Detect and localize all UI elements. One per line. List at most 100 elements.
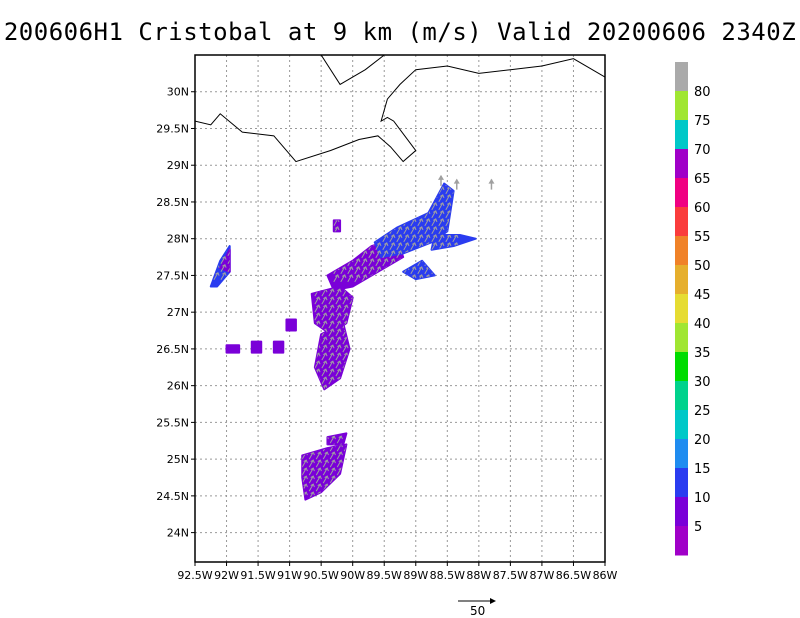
colorbar-label: 45 [694,288,711,303]
wind-vector [368,202,375,211]
wind-vector [389,266,396,275]
wind-vector [396,266,403,275]
wind-vector [301,459,308,468]
wind-vector [417,250,424,259]
wind-vector [301,467,308,476]
wind-vector [343,475,350,484]
wind-vector [220,271,227,280]
colorbar-segment [675,352,688,382]
wind-vector [328,368,335,377]
wind-vector [382,194,389,203]
wind-vector [396,194,403,203]
lon-tick-label: 91.5W [240,569,275,582]
wind-vector-layer [213,174,495,500]
coastline [320,55,385,86]
wind-vector [321,296,328,305]
wind-vector [368,226,375,235]
wind-vector [343,483,350,492]
wind-vector [396,183,403,187]
wind-vector [347,210,354,219]
wind-vector [424,250,431,259]
wind-vector-isolated-head [488,178,495,184]
wind-vector [389,186,396,195]
wind-vector [322,467,329,476]
wind-vector [403,186,410,195]
wind-vector [315,459,322,468]
lon-tick-label: 89W [403,569,428,582]
wind-vector [361,266,368,275]
lon-tick-label: 89.5W [367,569,402,582]
wind-vector [342,376,349,385]
map-title: 200606H1 Cristobal at 9 km (m/s) Valid 2… [3,18,797,46]
wind-vector [333,250,340,259]
colorbar-segment [675,468,688,498]
wind-vector [321,352,328,361]
wind-vector [314,312,321,321]
wind-vector [335,384,342,393]
wind-vector [328,376,335,385]
wind-vector [328,296,335,305]
wind-vector [213,247,220,256]
wind-vector [452,274,459,283]
wind-vector [431,226,438,235]
colorbar-label: 40 [694,317,711,332]
wind-vector [424,183,431,187]
wind-vector [375,250,382,259]
wind-vector [368,183,375,187]
wind-vector [335,304,342,313]
colorbar-label: 30 [694,375,711,390]
lat-tick-label: 25.5N [156,416,189,429]
wind-vector [389,183,396,187]
wind-vector [321,320,328,329]
wind-vector [322,451,329,460]
wind-vector [438,266,445,275]
colorbar-segment [675,178,688,208]
wind-vector [361,210,368,219]
wind-vector [308,443,315,452]
lat-tick-label: 29N [167,159,189,172]
lat-tick-label: 30N [167,86,189,99]
wind-vector [438,194,445,203]
wind-vector [445,202,452,211]
colorbar-label: 10 [694,491,711,506]
wind-vector [347,226,354,235]
wind-vector [452,218,459,227]
wind-vector-isolated-head [453,178,460,184]
wind-vector [431,242,438,251]
wind-vector [410,242,417,251]
wind-vector [417,186,424,195]
wind-vector [368,186,375,195]
wind-vector [333,183,340,187]
wind-vector [375,210,382,219]
wind-vector [403,242,410,251]
wind-vector [375,226,382,235]
wind-vector [336,483,343,492]
wind-vector [342,384,349,393]
grid-lines [195,55,605,562]
wind-vector [340,210,347,219]
wind-vector [336,435,343,444]
wind-vector [431,234,438,243]
colorbar-segment [675,526,688,556]
wind-vector [382,274,389,283]
wind-vector [322,459,329,468]
wind-vector [445,266,452,275]
reference-vector: 50 [458,598,496,618]
wind-vector [445,258,452,267]
wind-vector [342,312,349,321]
colorbar: 5 10 15 20 25 30 35 40 45 50 55 60 65 70 75 80 [675,62,711,556]
lon-tick-label: 92.5W [177,569,212,582]
wind-vector [321,312,328,321]
wind-vector [314,296,321,305]
wind-vector [315,467,322,476]
wind-vector [321,360,328,369]
wind-vector [431,258,438,267]
wind-vector [347,202,354,211]
wind-vector [335,288,342,297]
wind-vector [329,451,336,460]
wind-vector [396,250,403,259]
wind-vector [403,210,410,219]
wind-vector [424,234,431,243]
wind-vector [301,475,308,484]
wind-vector [410,266,417,275]
